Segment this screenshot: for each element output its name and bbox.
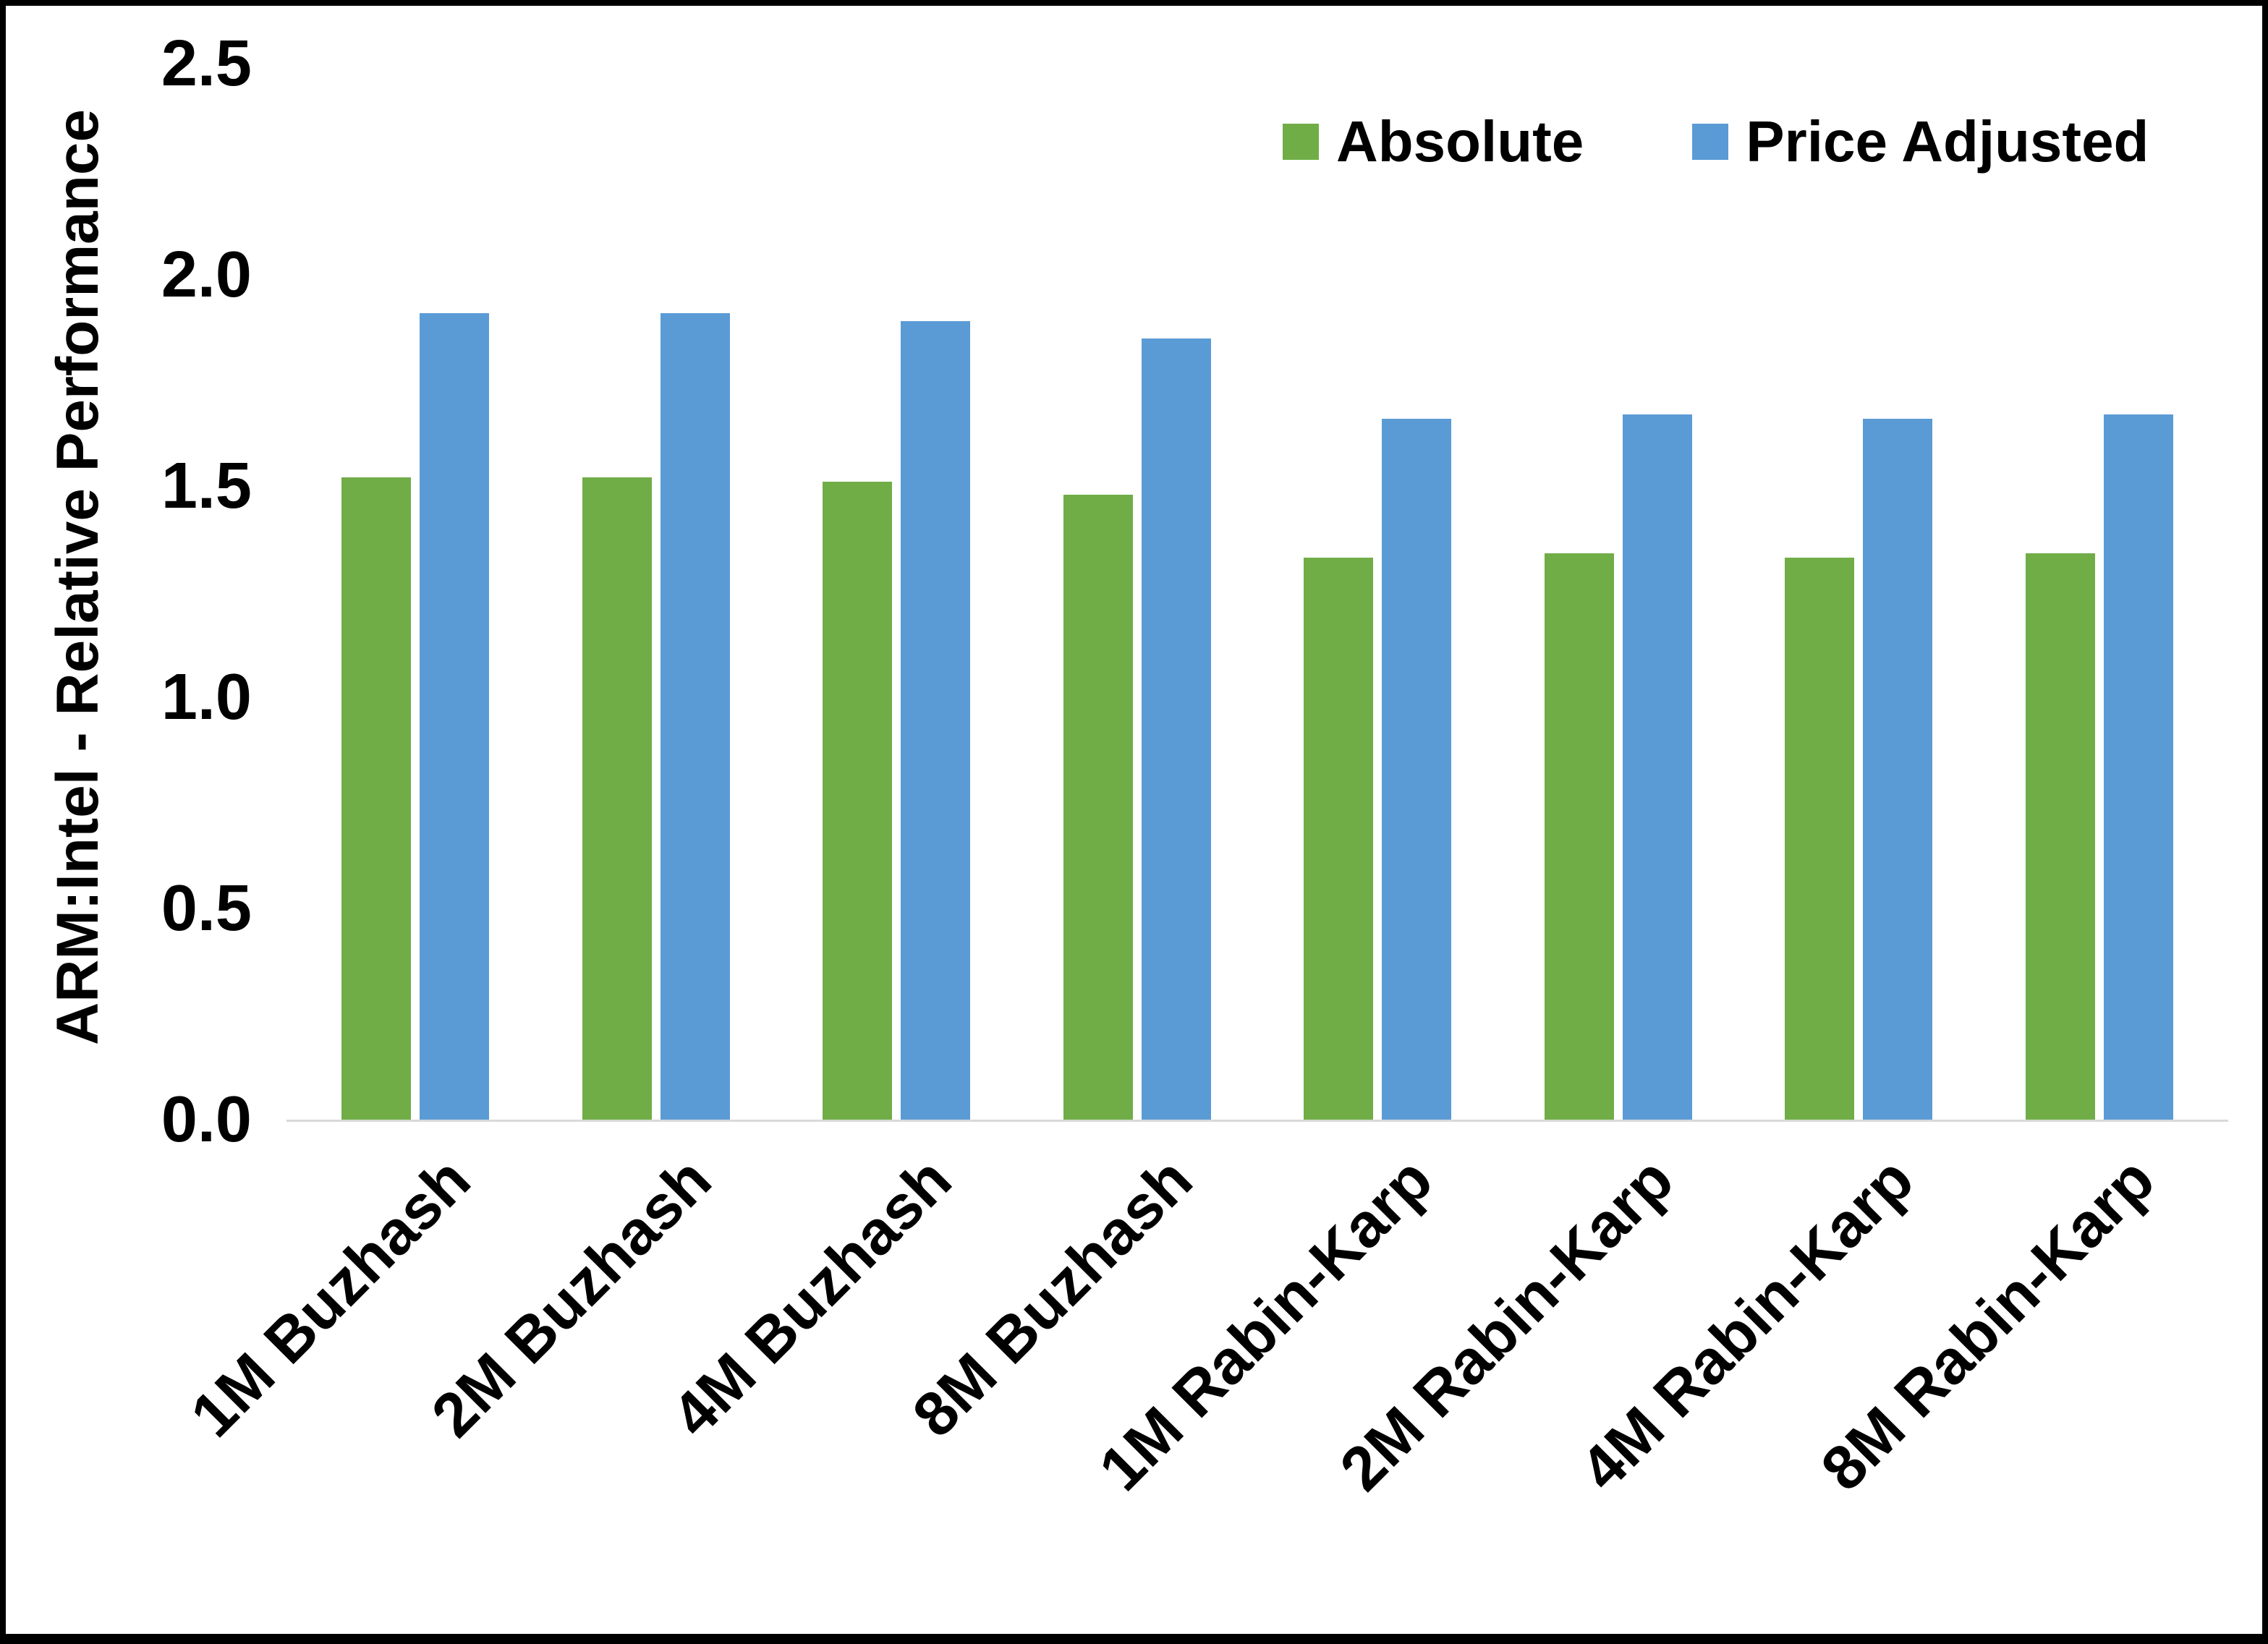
bar-price-adjusted-4m-buzhash: [901, 321, 971, 1120]
bar-absolute-1m-buzhash: [341, 477, 412, 1120]
bar-price-adjusted-1m-buzhash: [420, 312, 490, 1120]
y-tick-label: 0.5: [161, 872, 252, 945]
legend-entry-absolute: Absolute: [1283, 113, 1584, 171]
legend-entry-price-adjusted: Price Adjusted: [1692, 113, 2149, 171]
legend-label: Price Adjusted: [1746, 109, 2149, 174]
bar-absolute-8m-buzhash: [1063, 494, 1133, 1120]
legend-swatch-absolute-icon: [1283, 124, 1319, 160]
bar-absolute-2m-rabin-karp: [1544, 553, 1614, 1120]
bar-price-adjusted-2m-rabin-karp: [1622, 414, 1692, 1120]
bar-absolute-2m-buzhash: [582, 477, 652, 1120]
bar-absolute-1m-rabin-karp: [1304, 558, 1374, 1120]
y-tick-label: 0.0: [161, 1083, 252, 1156]
bar-price-adjusted-4m-rabin-karp: [1863, 418, 1933, 1120]
bar-absolute-8m-rabin-karp: [2025, 553, 2095, 1120]
y-tick-label: 2.5: [161, 27, 252, 100]
legend-swatch-price-adjusted-icon: [1692, 124, 1729, 160]
bar-price-adjusted-8m-buzhash: [1141, 338, 1211, 1120]
y-tick-label: 1.0: [161, 661, 252, 733]
y-tick-label: 2.0: [161, 239, 252, 311]
bar-price-adjusted-2m-buzhash: [660, 312, 730, 1120]
bar-price-adjusted-8m-rabin-karp: [2103, 414, 2173, 1120]
legend: Absolute Price Adjusted: [1283, 113, 2149, 171]
x-axis-line: [286, 1120, 2228, 1122]
bar-absolute-4m-buzhash: [823, 482, 893, 1120]
bar-absolute-4m-rabin-karp: [1785, 558, 1855, 1120]
y-tick-label: 1.5: [161, 450, 252, 522]
bar-price-adjusted-1m-rabin-karp: [1382, 418, 1452, 1120]
legend-label: Absolute: [1336, 109, 1584, 174]
